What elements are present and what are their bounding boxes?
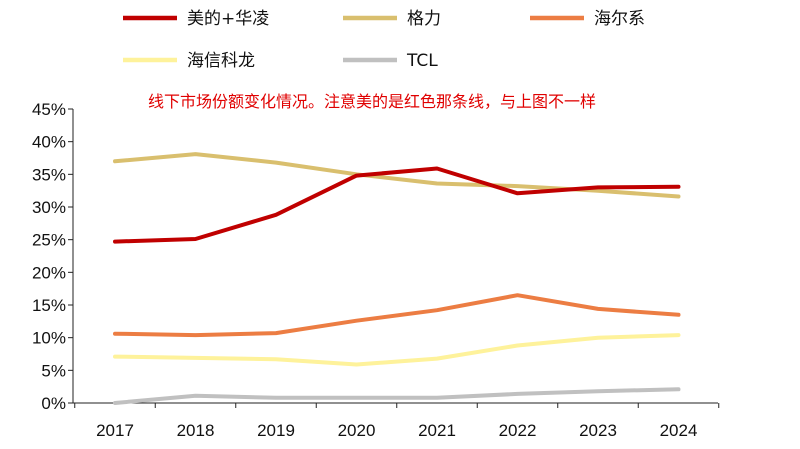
x-tick-label: 2018 [177, 421, 215, 440]
series-line-4 [113, 333, 681, 367]
series-line-3 [113, 293, 681, 338]
y-tick-label: 20% [32, 263, 66, 282]
y-tick-label: 30% [32, 198, 66, 217]
legend-label: 格力 [407, 9, 441, 29]
legend-label: 海尔系 [594, 9, 645, 29]
legend-label: 美的+华凌 [187, 9, 269, 29]
chart-annotation: 线下市场份额变化情况。注意美的是红色那条线，与上图不一样 [148, 92, 596, 111]
x-tick-label: 2019 [257, 421, 295, 440]
series-layer [113, 152, 681, 405]
y-tick-label: 25% [32, 231, 66, 250]
series-line-5 [113, 387, 681, 405]
y-tick-label: 5% [41, 361, 66, 380]
x-tick-label: 2023 [579, 421, 617, 440]
x-tick-label: 2024 [660, 421, 698, 440]
legend-label: 海信科龙 [187, 51, 255, 71]
series-line-1 [113, 166, 681, 244]
y-tick-label: 35% [32, 165, 66, 184]
x-tick-label: 2021 [418, 421, 456, 440]
x-tick-label: 2022 [499, 421, 537, 440]
y-tick-label: 40% [32, 133, 66, 152]
y-tick-label: 15% [32, 296, 66, 315]
axes: 0% 5% 10% 15% 20% 25% 30% 35% 40% 45% 2017 2018 2019… [32, 100, 720, 440]
x-tick-label: 2017 [96, 421, 134, 440]
y-tick-label: 10% [32, 329, 66, 348]
y-tick-label: 45% [32, 100, 66, 119]
legend-label: TCL [406, 51, 438, 71]
y-tick-label: 0% [41, 394, 66, 413]
x-tick-label: 2020 [338, 421, 376, 440]
series-line-2 [113, 152, 681, 199]
